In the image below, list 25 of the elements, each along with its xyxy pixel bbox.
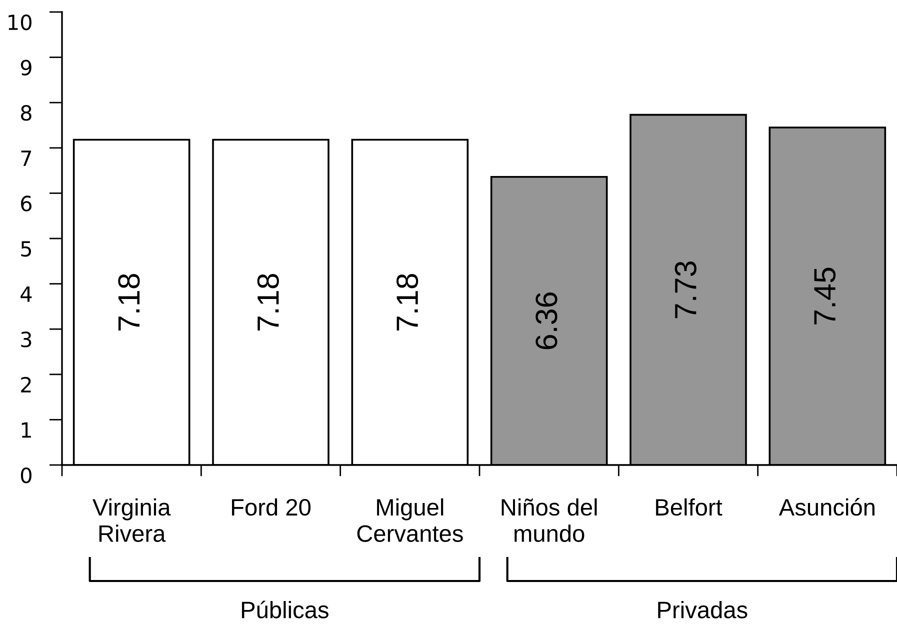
data-label: 7.18	[118, 274, 140, 331]
text: Privadas	[658, 600, 748, 618]
y-tick-label: 6	[21, 196, 32, 212]
y-tick-label: 10	[8, 14, 32, 30]
x-tick-label: Miguel Cervantes	[357, 498, 463, 542]
x-tick-label: Asunción	[778, 498, 874, 516]
y-tick-label: 7	[21, 150, 32, 166]
x-tick-label: Ford 20	[232, 498, 311, 516]
x-tick-label: Niños del mundo	[502, 498, 597, 542]
y-tick-label: 9	[20, 60, 32, 76]
data-label: 7.18	[257, 274, 279, 331]
data-label: 6.36	[536, 292, 558, 350]
y-tick-label: 3	[21, 332, 32, 348]
y-tick-label: 5	[21, 241, 32, 257]
y-tick-label: 2	[21, 376, 31, 392]
y-tick-label: 0	[20, 467, 32, 484]
y-tick-label: 4	[20, 286, 32, 302]
text: Públicas	[242, 600, 328, 618]
y-tick-label: 1	[22, 422, 31, 438]
x-tick-label: Belfort	[656, 498, 722, 516]
data-label: 7.45	[814, 268, 836, 324]
data-label: 7.18	[396, 274, 418, 331]
y-tick-label: 8	[20, 105, 32, 121]
data-label: 7.73	[674, 262, 696, 318]
x-tick-label: Virginia Rivera	[92, 498, 171, 542]
